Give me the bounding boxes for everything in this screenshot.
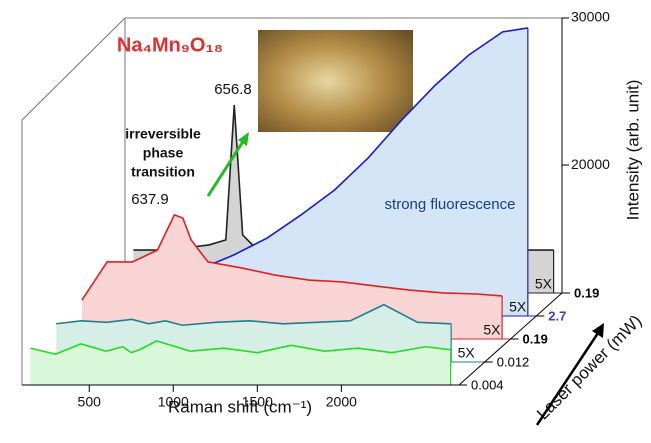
area — [200, 27, 528, 316]
line — [81, 213, 503, 301]
area — [81, 214, 503, 339]
y-axis-label: Intensity (arb. unit) — [623, 80, 642, 221]
annotation: strong fluorescence — [385, 196, 516, 213]
z-axis — [458, 292, 563, 386]
x-tick-label: 2000 — [326, 394, 357, 410]
x-axis-label: Raman shift (cm⁻¹) — [168, 397, 312, 416]
z-tick-label: 2.7 — [548, 308, 566, 323]
line — [199, 27, 528, 266]
arrow — [206, 139, 246, 197]
x-tick-label: 500 — [78, 394, 102, 410]
annotation: 656.8 — [214, 81, 252, 98]
arrow — [535, 329, 602, 426]
plot: 20000 30000 0.19 5X 2.7 5X 0.19 5X 0.012 5X 0.004 5… — [22, 9, 610, 410]
arrow-head — [592, 323, 604, 338]
multiplier-label: 5X — [483, 322, 501, 338]
y-tick-label: 30000 — [571, 9, 610, 25]
z-tick-label: 0.19 — [574, 285, 599, 300]
z-tick-label: 0.012 — [497, 354, 530, 369]
x-tick-label: 1000 — [158, 394, 189, 410]
z-tick-label: 0.004 — [471, 377, 504, 392]
multiplier-label: 5X — [509, 299, 527, 315]
annotation: transition — [131, 164, 195, 180]
x-tick-label: 1500 — [242, 394, 273, 410]
annotation: 637.9 — [131, 191, 169, 208]
arrow-head — [238, 132, 249, 146]
multiplier-label: 5X — [458, 345, 476, 361]
frame — [21, 17, 562, 385]
line — [30, 340, 451, 355]
z-tick-label: 0.19 — [523, 331, 548, 346]
y-tick-label: 20000 — [571, 156, 610, 172]
line — [56, 303, 452, 327]
multiplier-label: 5X — [535, 276, 553, 292]
chart-title: Na₄Mn₉O₁₈ — [117, 34, 223, 56]
annotation: phase — [143, 145, 184, 161]
inset-photo — [258, 30, 413, 132]
area — [528, 250, 554, 293]
annotation: irreversible — [125, 126, 201, 142]
area — [133, 104, 260, 293]
